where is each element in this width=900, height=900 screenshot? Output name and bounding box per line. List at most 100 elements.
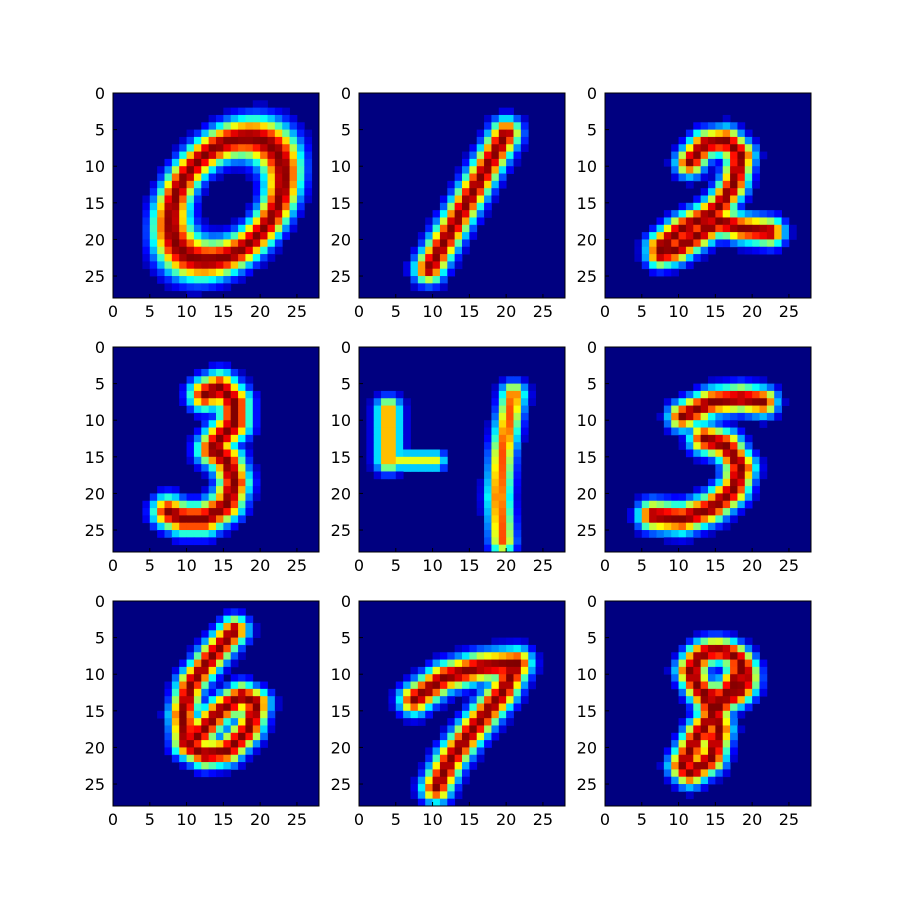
heatmap-cell [752, 398, 760, 406]
heatmap-cell [142, 217, 151, 226]
heatmap-cell [179, 740, 187, 748]
heatmap-cell [722, 508, 731, 516]
heatmap-cell [201, 710, 210, 719]
heatmap-cell [715, 666, 724, 675]
heatmap-cell [230, 718, 239, 726]
heatmap-cell [685, 434, 694, 443]
heatmap-cell [469, 710, 478, 719]
heatmap-cell [685, 725, 694, 734]
heatmap-cell [186, 195, 195, 204]
heatmap-cell [216, 471, 224, 480]
heatmap-cell [693, 398, 702, 406]
heatmap-cell [708, 659, 716, 668]
heatmap-cell [491, 652, 500, 660]
heatmap-cell [157, 246, 165, 255]
heatmap-cell [164, 202, 173, 211]
heatmap-cell [193, 276, 202, 284]
heatmap-cell [296, 166, 305, 174]
heatmap-cell [634, 515, 643, 524]
heatmap-cell [171, 493, 180, 502]
heatmap-cell [157, 166, 165, 174]
heatmap-cell [476, 696, 485, 704]
heatmap-cell [730, 136, 738, 145]
heatmap-cell [238, 740, 246, 748]
heatmap-cell [395, 398, 404, 406]
heatmap-cell [737, 703, 746, 712]
heatmap-cell [252, 486, 261, 494]
heatmap-cell [252, 180, 261, 189]
heatmap-cell [759, 224, 768, 233]
heatmap-cell [462, 173, 470, 182]
heatmap-cell [685, 500, 694, 509]
heatmap-cell [737, 471, 746, 480]
heatmap-cell [498, 725, 507, 734]
heatmap-cell [252, 217, 261, 226]
heatmap-cell [737, 493, 746, 502]
heatmap-cell [223, 608, 232, 617]
heatmap-cell [708, 210, 716, 218]
heatmap-cell [238, 434, 246, 443]
heatmap-cell [179, 136, 187, 145]
heatmap-cell [171, 158, 180, 167]
heatmap-cell [491, 515, 500, 524]
heatmap-cell [752, 449, 760, 458]
heatmap-cell [267, 122, 276, 131]
heatmap-cell [289, 210, 298, 218]
heatmap-cell [685, 769, 694, 778]
y-tick-label: 15 [331, 448, 351, 467]
heatmap-cell [528, 681, 536, 690]
heatmap-cell [469, 158, 478, 167]
heatmap-cell [208, 464, 217, 472]
heatmap-cell [693, 144, 702, 152]
heatmap-cell [498, 652, 507, 660]
heatmap-cell [252, 464, 261, 472]
heatmap-cell [157, 276, 165, 284]
heatmap-cell [715, 405, 724, 414]
heatmap-cell [252, 202, 261, 211]
heatmap-cell [201, 681, 210, 690]
heatmap-cell [304, 136, 313, 145]
heatmap-cell [737, 246, 746, 255]
heatmap-cell [230, 608, 239, 617]
heatmap-cell [164, 166, 173, 174]
heatmap-cell [164, 500, 173, 509]
heatmap-cell [186, 202, 195, 211]
heatmap-cell [663, 224, 672, 233]
heatmap-cell [282, 136, 290, 145]
heatmap-cell [685, 158, 694, 167]
heatmap-cell [164, 224, 173, 233]
heatmap-cell [730, 151, 738, 160]
heatmap-cell [186, 383, 195, 392]
heatmap-cell [752, 659, 760, 668]
heatmap-cell [498, 696, 507, 704]
heatmap-cell [208, 493, 217, 502]
heatmap-cell [245, 718, 254, 726]
heatmap-cell [373, 456, 382, 465]
heatmap-cell [700, 703, 709, 712]
heatmap-cell [513, 376, 522, 385]
heatmap-cell [447, 740, 456, 748]
heatmap-cell [223, 478, 232, 487]
heatmap-cell [641, 515, 650, 524]
heatmap-cell [685, 740, 694, 748]
heatmap-cell [520, 696, 529, 704]
heatmap-cell [447, 224, 456, 233]
heatmap-cell [513, 383, 522, 392]
heatmap-cell [737, 412, 746, 421]
x-tick-label: 20 [742, 810, 762, 829]
heatmap-cell [388, 420, 397, 428]
heatmap-cell [693, 390, 702, 399]
heatmap-cell [491, 398, 500, 406]
heatmap-cell [693, 703, 702, 712]
heatmap-cell [238, 762, 246, 770]
heatmap-cell [230, 246, 239, 255]
heatmap-cell [395, 442, 404, 450]
heatmap-cell [252, 740, 261, 748]
heatmap-cell [260, 688, 268, 697]
heatmap-cell [737, 151, 746, 160]
heatmap-cell [484, 710, 492, 719]
heatmap-cell [245, 622, 254, 631]
heatmap-cell [744, 246, 753, 255]
heatmap-cell [260, 210, 268, 218]
heatmap-cell [366, 449, 375, 458]
